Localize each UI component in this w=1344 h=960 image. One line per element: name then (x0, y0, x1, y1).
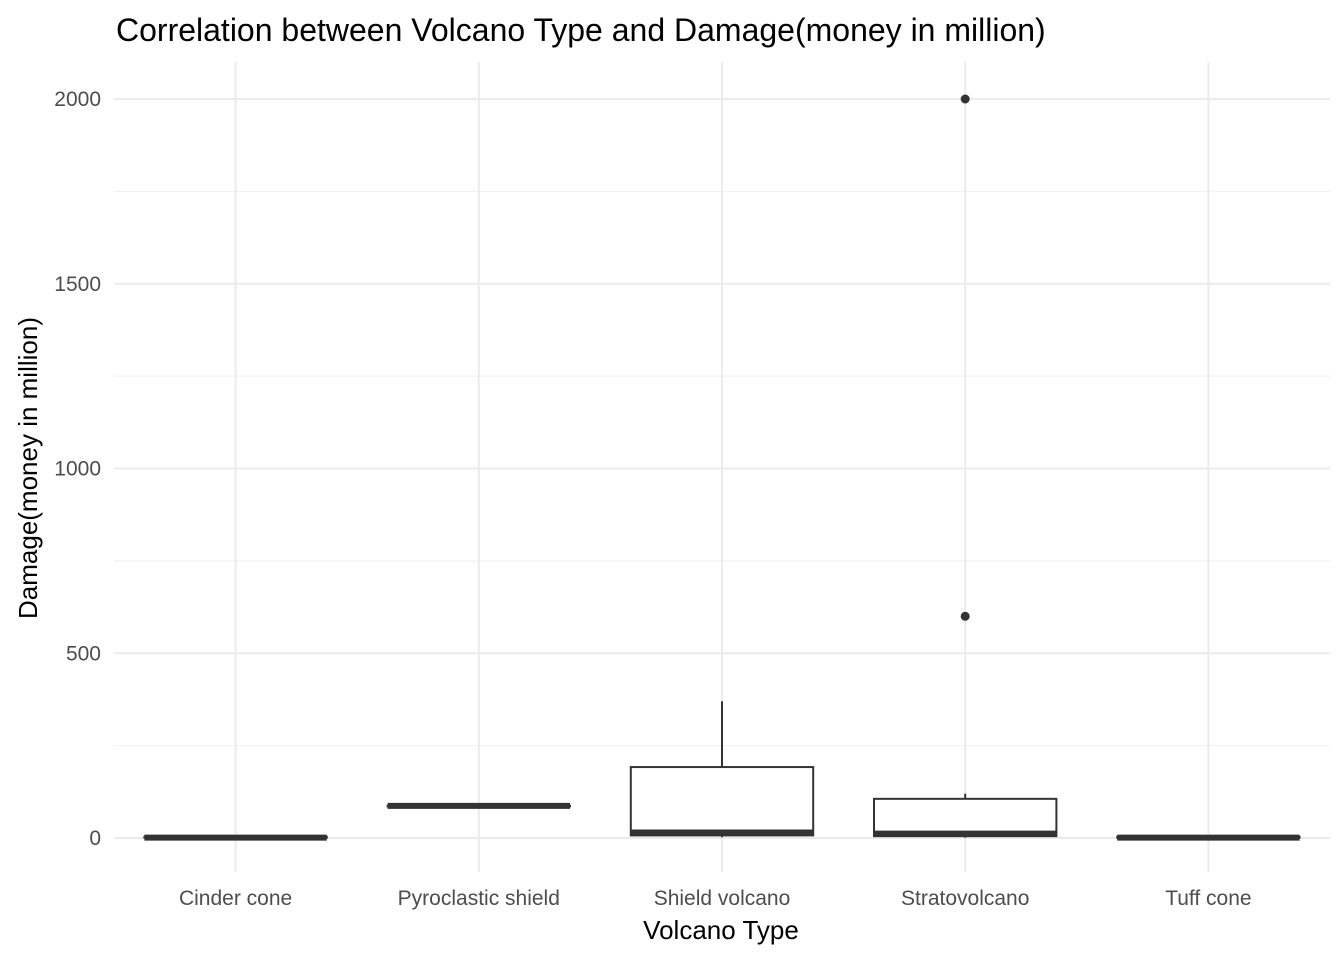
box-group (629, 701, 815, 838)
box-layer (143, 94, 1301, 841)
box-group (386, 802, 571, 809)
outlier-point (960, 611, 970, 621)
x-tick-label: Tuff cone (1165, 887, 1251, 910)
y-tick-label: 0 (89, 827, 101, 850)
x-tick-label: Shield volcano (654, 887, 791, 910)
outlier-point (960, 94, 970, 104)
x-tick-label: Pyroclastic shield (398, 887, 560, 910)
y-axis-ticks: 0 500 1000 1500 2000 (54, 88, 101, 850)
x-tick-label: Cinder cone (179, 887, 292, 910)
y-axis-title: Damage(money in million) (13, 317, 43, 619)
y-tick-label: 1500 (54, 273, 101, 296)
box-group (873, 94, 1058, 838)
box-rect (629, 766, 815, 837)
box-group (143, 834, 328, 841)
x-axis-ticks: Cinder cone Pyroclastic shield Shield volc… (179, 887, 1252, 910)
y-tick-label: 1000 (54, 458, 101, 481)
box-rect (873, 797, 1058, 838)
box-group (1116, 834, 1301, 841)
y-tick-label: 500 (66, 642, 101, 665)
chart-title: Correlation between Volcano Type and Dam… (116, 12, 1046, 48)
x-axis-title: Volcano Type (643, 915, 799, 945)
y-tick-label: 2000 (54, 88, 101, 111)
grid-lines (114, 62, 1330, 872)
x-tick-label: Stratovolcano (901, 887, 1029, 910)
